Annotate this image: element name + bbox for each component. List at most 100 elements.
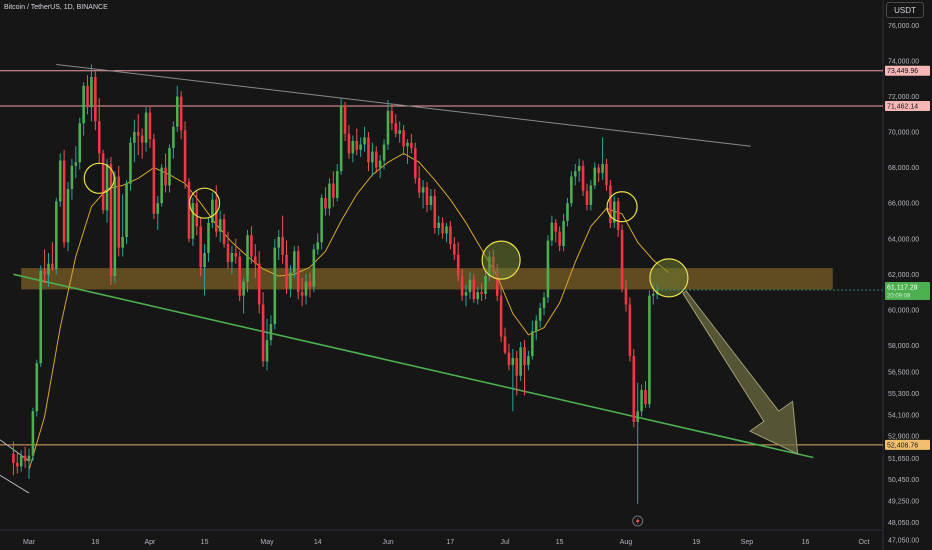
- y-tick-label: 47,050.00: [888, 538, 919, 545]
- candle: [413, 148, 417, 179]
- candle: [148, 112, 152, 140]
- candle: [628, 304, 632, 357]
- bolt-icon[interactable]: [632, 515, 644, 527]
- candle: [320, 197, 323, 243]
- candle: [593, 167, 597, 186]
- price-label-box: [885, 439, 930, 450]
- x-tick-label: 19: [692, 539, 700, 546]
- candle: [172, 126, 175, 149]
- candle: [105, 164, 109, 211]
- channel-line: [0, 474, 30, 494]
- x-tick-label: Apr: [145, 539, 157, 546]
- candle: [652, 293, 655, 296]
- candle: [207, 222, 210, 253]
- candle: [609, 185, 612, 223]
- y-tick-label: 54,100.00: [888, 412, 919, 419]
- candle: [480, 292, 483, 294]
- candle: [43, 270, 46, 275]
- candle: [433, 196, 437, 229]
- y-tick-label: 55,300.00: [888, 391, 919, 398]
- candle: [55, 201, 58, 269]
- candle: [179, 96, 183, 131]
- candle: [382, 144, 386, 161]
- candle: [332, 183, 335, 198]
- candle: [199, 226, 202, 268]
- candle: [62, 160, 66, 243]
- candle: [484, 276, 487, 294]
- highlight-circle: [188, 187, 221, 219]
- candle: [644, 389, 647, 405]
- candle: [191, 203, 195, 239]
- candle: [144, 112, 148, 143]
- candle: [616, 201, 620, 230]
- candle: [425, 187, 429, 205]
- candle: [215, 199, 218, 232]
- currency-button[interactable]: USDT: [886, 2, 924, 18]
- x-tick-label: Aug: [620, 539, 633, 546]
- y-tick-label: 48,050.00: [888, 520, 919, 527]
- candle: [456, 254, 460, 277]
- x-tick-label: Sep: [741, 539, 754, 546]
- candle: [343, 105, 347, 134]
- y-tick-label: 72,000.00: [888, 94, 919, 101]
- candle: [437, 222, 440, 229]
- candle: [402, 130, 405, 147]
- y-tick-label: 50,450.00: [888, 477, 919, 484]
- candle: [554, 222, 558, 232]
- candle: [58, 160, 62, 202]
- candle: [371, 151, 374, 163]
- highlight-circle: [606, 191, 638, 223]
- candle: [35, 363, 39, 412]
- x-tick-label: 15: [201, 539, 209, 546]
- candle: [355, 140, 359, 150]
- candle: [226, 244, 230, 262]
- candle: [140, 135, 144, 143]
- candle: [70, 165, 74, 189]
- candle: [570, 176, 573, 204]
- candle: [222, 219, 226, 245]
- candle: [183, 130, 187, 182]
- candle: [187, 181, 191, 239]
- candle: [23, 455, 27, 462]
- candle: [289, 272, 292, 289]
- candle: [66, 188, 70, 243]
- candle: [589, 185, 593, 205]
- candle: [398, 130, 401, 134]
- candle: [242, 281, 245, 296]
- candle: [347, 133, 351, 154]
- candle: [445, 226, 448, 234]
- candle: [133, 132, 136, 143]
- candle: [246, 235, 249, 282]
- y-tick-label: 64,000.00: [888, 236, 919, 243]
- candle: [507, 352, 511, 366]
- price-label: 73,449.96: [887, 68, 918, 75]
- candle: [550, 222, 554, 241]
- x-tick-label: Oct: [859, 539, 870, 546]
- candle: [542, 297, 546, 309]
- candle: [460, 276, 464, 296]
- x-tick-label: 15: [556, 539, 564, 546]
- candle: [546, 240, 550, 298]
- candle: [476, 292, 480, 300]
- candle: [624, 288, 628, 305]
- candle: [429, 196, 433, 205]
- candle: [293, 251, 296, 273]
- candle: [31, 411, 35, 456]
- candle: [296, 251, 300, 293]
- price-label-box: [885, 65, 930, 76]
- candle: [367, 137, 370, 163]
- y-tick-label: 49,250.00: [888, 499, 919, 506]
- y-tick-label: 62,000.00: [888, 272, 919, 279]
- candle: [97, 121, 101, 154]
- projection-arrow: [682, 290, 799, 455]
- support-zone: [21, 268, 833, 290]
- x-tick-label: Jun: [382, 539, 393, 546]
- candle: [250, 235, 253, 257]
- candle: [390, 110, 394, 124]
- candle: [12, 453, 15, 463]
- candle: [101, 153, 105, 211]
- candle: [464, 292, 468, 296]
- candle: [515, 357, 519, 376]
- price-label-box: [885, 101, 930, 112]
